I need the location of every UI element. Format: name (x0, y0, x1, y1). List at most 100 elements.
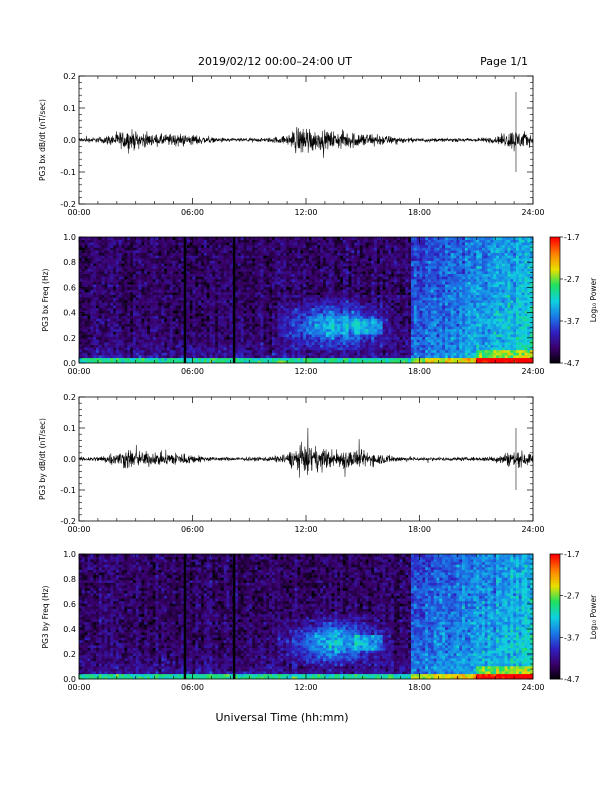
heatmap-cell (186, 302, 190, 306)
heatmap-cell (254, 286, 259, 290)
heatmap-cell (334, 347, 338, 351)
heatmap-cell (178, 255, 182, 259)
heatmap-cell (334, 307, 338, 311)
heatmap-cell (212, 310, 216, 314)
heatmap-cell (280, 342, 284, 345)
heatmap-cell (147, 315, 151, 319)
heatmap-cell (257, 339, 261, 343)
heatmap-cell (84, 347, 88, 351)
heatmap-cell (132, 355, 137, 359)
heatmap-cell (215, 260, 219, 264)
heatmap-cell (155, 352, 159, 356)
heatmap-cell (175, 237, 179, 240)
heatmap-cell (118, 313, 122, 317)
heatmap-cell (297, 268, 301, 272)
heatmap-cell (342, 360, 347, 364)
heatmap-cell (257, 265, 261, 269)
heatmap-cell (351, 313, 355, 317)
heatmap-cell (277, 289, 281, 293)
heatmap-cell (132, 349, 137, 353)
heatmap-cell (357, 297, 361, 301)
heatmap-cell (195, 247, 199, 251)
heatmap-cell (306, 305, 310, 309)
heatmap-cell (155, 268, 159, 272)
heatmap-cell (110, 344, 114, 348)
heatmap-cell (254, 247, 259, 251)
heatmap-cell (359, 281, 364, 285)
heatmap-cell (280, 305, 284, 309)
heatmap-cell (87, 250, 91, 254)
heatmap-cell (118, 271, 122, 275)
heatmap-cell (101, 260, 105, 264)
heatmap-cell (141, 268, 145, 272)
heatmap-cell (269, 310, 273, 314)
heatmap-cell (286, 342, 290, 345)
heatmap-cell (152, 331, 156, 335)
heatmap-cell (362, 349, 366, 353)
heatmap-cell (328, 292, 332, 296)
heatmap-cell (340, 347, 344, 351)
heatmap-cell (274, 242, 278, 246)
heatmap-cell (240, 328, 244, 332)
heatmap-cell (257, 331, 261, 335)
heatmap-cell (132, 326, 137, 330)
heatmap-cell (152, 297, 156, 301)
heatmap-cell (209, 336, 213, 340)
heatmap-cell (166, 313, 171, 317)
heatmap-cell (274, 268, 278, 272)
heatmap-cell (169, 307, 173, 311)
heatmap-cell (308, 352, 312, 356)
heatmap-cell (280, 237, 284, 240)
heatmap-cell (79, 276, 83, 280)
heatmap-cell (306, 289, 310, 293)
heatmap-cell (172, 339, 176, 343)
heatmap-cell (229, 328, 233, 332)
heatmap-cell (286, 242, 290, 246)
heatmap-cell (110, 307, 114, 311)
heatmap-cell (280, 289, 284, 293)
heatmap-cell (166, 326, 171, 330)
heatmap-cell (271, 300, 276, 303)
heatmap-cell (365, 263, 369, 267)
heatmap-cell (223, 300, 227, 303)
heatmap-cell (169, 281, 173, 285)
heatmap-cell (331, 344, 335, 348)
heatmap-cell (254, 307, 259, 311)
heatmap-cell (144, 313, 148, 317)
heatmap-cell (144, 260, 148, 264)
heatmap-cell (84, 342, 88, 345)
heatmap-cell (308, 244, 312, 248)
heatmap-cell (149, 268, 154, 272)
heatmap-cell (266, 328, 270, 332)
heatmap-cell (308, 271, 312, 275)
heatmap-cell (201, 315, 205, 319)
heatmap-cell (201, 342, 205, 345)
heatmap-cell (254, 334, 259, 338)
heatmap-cell (317, 360, 321, 364)
heatmap-cell (166, 321, 171, 324)
heatmap-cell (345, 271, 349, 275)
heatmap-cell (141, 244, 145, 248)
heatmap-cell (169, 334, 173, 338)
heatmap-cell (257, 315, 261, 319)
heatmap-cell (297, 239, 301, 243)
heatmap-cell (84, 244, 88, 248)
heatmap-cell (101, 352, 105, 356)
heatmap-cell (186, 237, 190, 240)
heatmap-cell (195, 286, 199, 290)
heatmap-cell (104, 244, 108, 248)
heatmap-cell (252, 347, 256, 351)
heatmap-cell (84, 263, 88, 267)
heatmap-cell (280, 357, 284, 361)
heatmap-cell (166, 300, 171, 303)
heatmap-cell (226, 258, 230, 261)
heatmap-cell (84, 336, 88, 340)
heatmap-cell (297, 347, 301, 351)
heatmap-cell (260, 250, 264, 254)
heatmap-cell (81, 339, 85, 343)
heatmap-cell (155, 357, 159, 361)
heatmap-cell (147, 302, 151, 306)
heatmap-cell (138, 321, 142, 324)
heatmap-cell (127, 318, 131, 322)
heatmap-cell (166, 273, 171, 277)
